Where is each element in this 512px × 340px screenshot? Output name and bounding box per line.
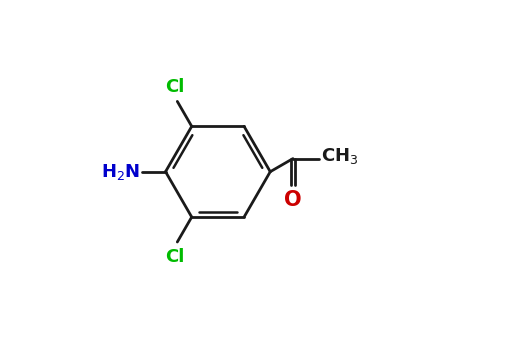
Text: Cl: Cl — [165, 78, 184, 96]
Text: H$_2$N: H$_2$N — [101, 162, 140, 182]
Text: Cl: Cl — [165, 248, 184, 266]
Text: CH$_3$: CH$_3$ — [321, 146, 358, 166]
Text: O: O — [284, 189, 302, 209]
